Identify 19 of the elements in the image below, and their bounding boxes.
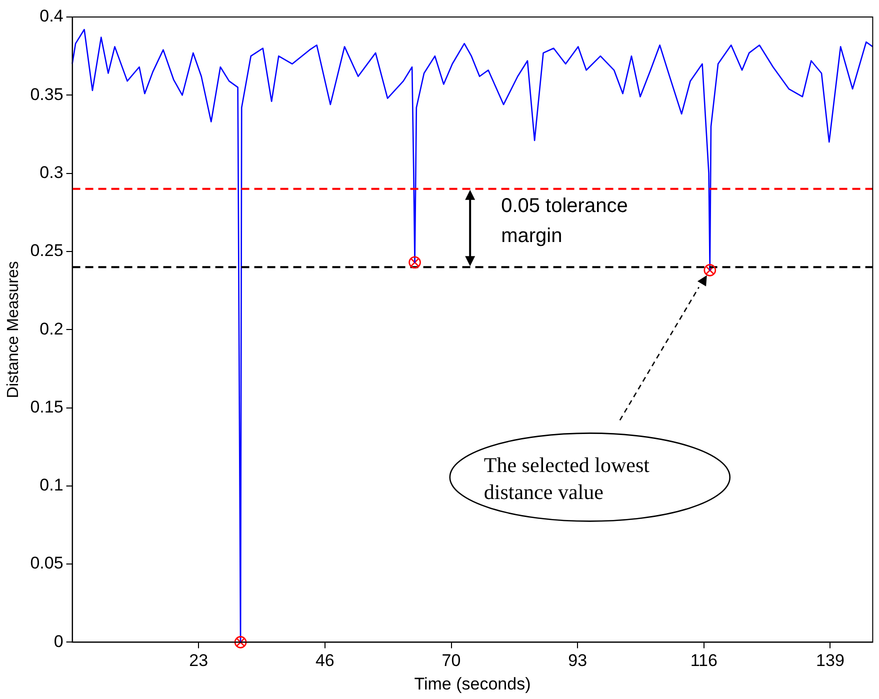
annotation: The selected lowest distance value — [484, 452, 650, 506]
y-tick-label: 0.25 — [30, 241, 64, 260]
y-tick-label: 0.35 — [30, 84, 64, 104]
x-tick-label: 116 — [690, 651, 718, 670]
y-tick-label: 0.2 — [40, 319, 64, 338]
y-axis-title: Distance Measures — [5, 261, 22, 398]
x-tick-label: 93 — [568, 651, 588, 670]
x-tick-label: 23 — [189, 651, 208, 670]
x-tick-label: 70 — [442, 651, 461, 670]
x-axis-title: Time (seconds) — [414, 674, 531, 694]
y-tick-label: 0.3 — [40, 162, 64, 182]
annotation: 0.05 tolerance margin — [501, 194, 629, 249]
y-tick-label: 0.05 — [30, 554, 64, 573]
y-tick-label: 0.15 — [30, 397, 64, 416]
x-tick-label: 46 — [315, 651, 334, 670]
y-tick-label: 0.1 — [40, 476, 64, 495]
x-tick-label: 139 — [816, 651, 844, 670]
y-tick-label: 0.4 — [40, 6, 64, 26]
y-tick-label: 0 — [54, 632, 64, 651]
